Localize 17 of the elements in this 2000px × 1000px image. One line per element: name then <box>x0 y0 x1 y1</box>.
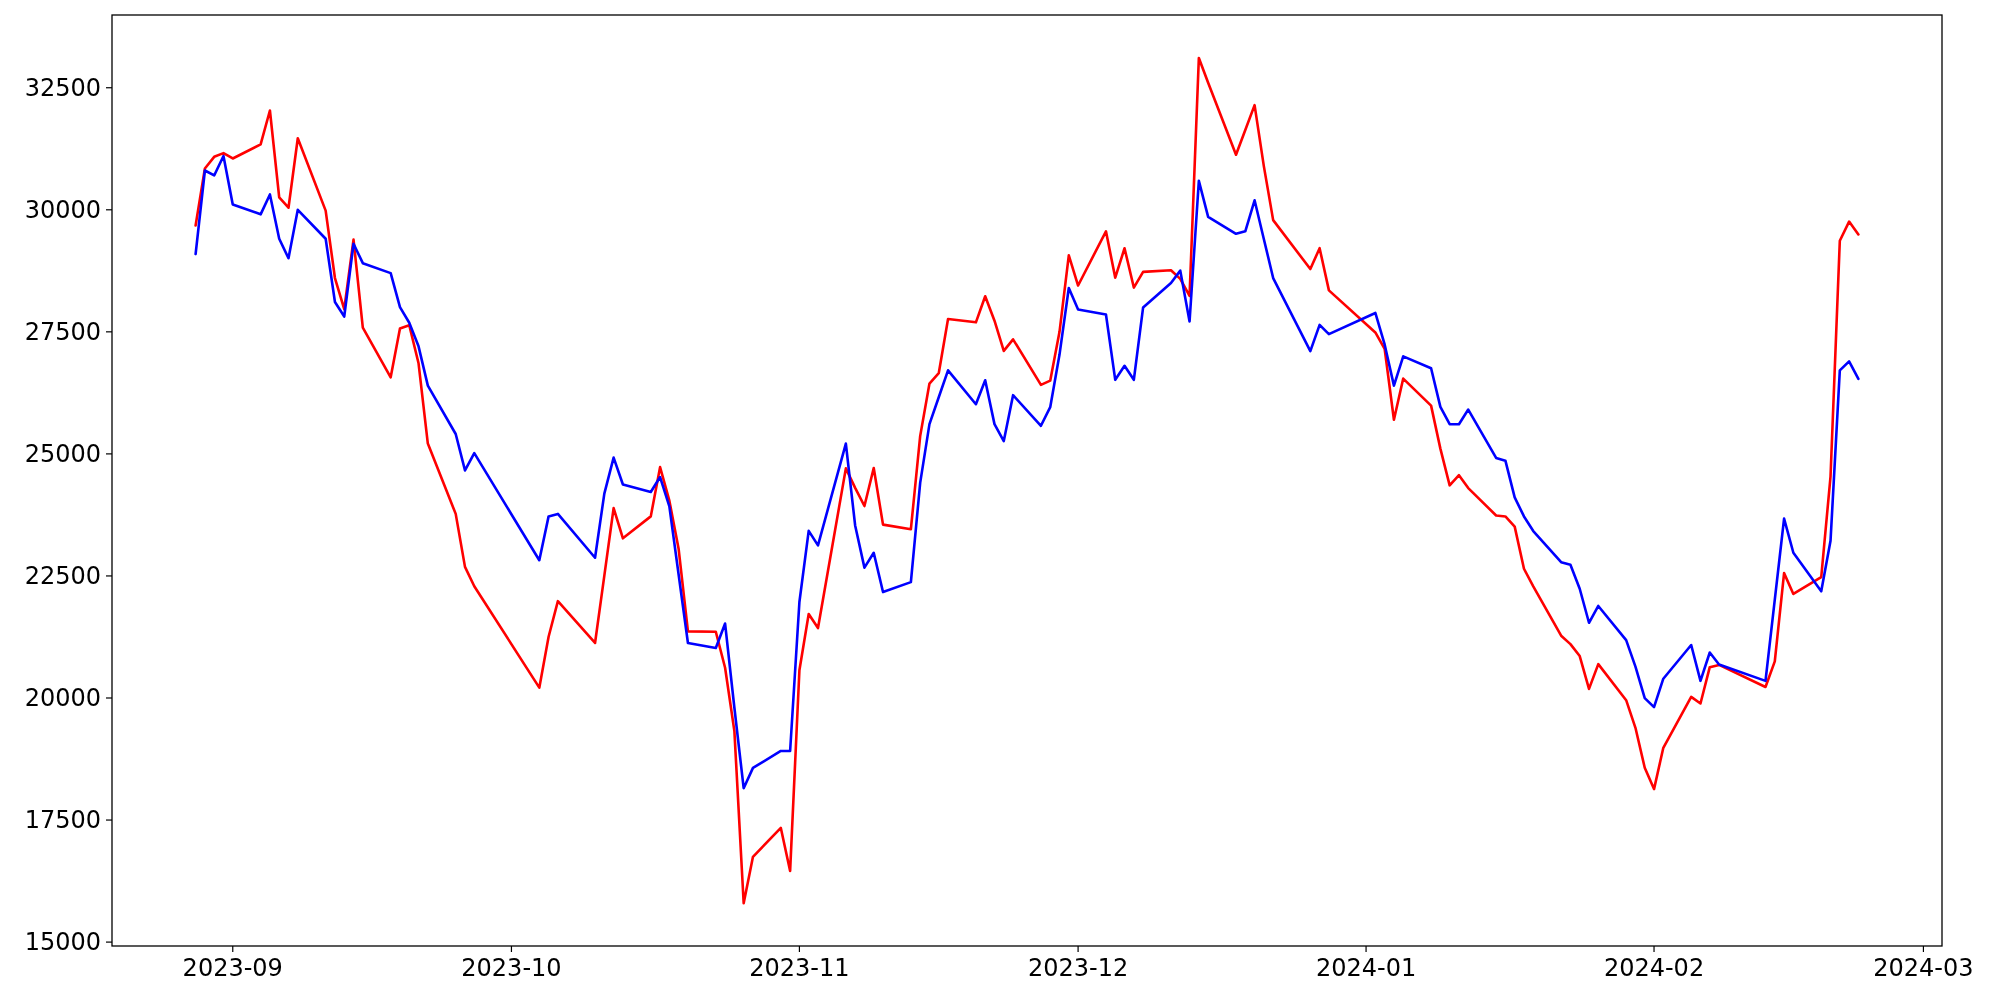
y-tick-label: 20000 <box>24 683 101 712</box>
x-tick-label: 2023-12 <box>1027 954 1129 982</box>
x-tick-label: 2024-01 <box>1315 954 1417 982</box>
y-tick-label: 32500 <box>24 73 101 102</box>
line-series <box>194 154 1860 790</box>
y-tick-label: 15000 <box>24 928 101 957</box>
x-tick-label: 2023-10 <box>461 954 562 982</box>
y-tick-label: 25000 <box>24 439 101 468</box>
y-tick-label: 17500 <box>24 806 101 835</box>
y-tick-label: 27500 <box>24 317 101 346</box>
x-tick-label: 2023-11 <box>749 954 850 982</box>
y-tick-label: 22500 <box>24 561 101 590</box>
x-tick-label: 2024-02 <box>1603 954 1705 982</box>
line-series <box>194 56 1860 905</box>
y-tick-label: 30000 <box>24 195 101 224</box>
x-tick-label: 2024-03 <box>1873 954 1974 982</box>
x-tick-label: 2023-09 <box>182 954 283 982</box>
